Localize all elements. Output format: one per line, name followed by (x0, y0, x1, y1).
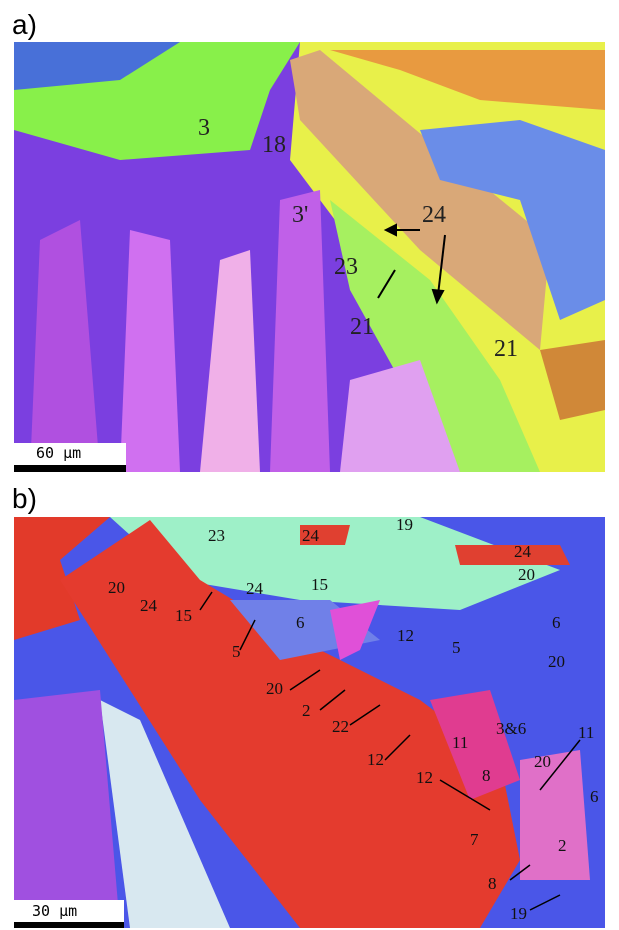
panel-label: b) (12, 483, 37, 514)
annotation: 8 (482, 766, 491, 785)
annotation: 21 (494, 336, 518, 362)
annotation: 3 (198, 115, 210, 141)
annotation: 6 (552, 613, 561, 632)
annotation: 20 (266, 679, 283, 698)
annotation: 20 (108, 578, 125, 597)
annotation: 11 (578, 723, 594, 742)
annotation: 6 (590, 787, 599, 806)
annotation: 6 (296, 613, 305, 632)
annotation: 20 (534, 752, 551, 771)
annotation: 20 (548, 652, 565, 671)
annotation: 11 (452, 733, 468, 752)
annotation: 24 (140, 596, 158, 615)
scale-bar (14, 465, 126, 472)
annotation: 12 (397, 626, 414, 645)
annotation: 12 (367, 750, 384, 769)
annotation: 19 (396, 515, 413, 534)
arrows-a (377, 223, 446, 305)
scale-bar (14, 922, 124, 928)
annotation: 15 (175, 606, 192, 625)
panel-label: a) (12, 9, 37, 40)
annotation: 18 (262, 132, 286, 158)
annotation: 8 (488, 874, 497, 893)
annotation: 15 (311, 575, 328, 594)
annotation: 7 (470, 830, 479, 849)
annotation: 23 (208, 526, 225, 545)
annotation: 24 (246, 579, 264, 598)
annotation: 5 (232, 642, 241, 661)
annotation: 19 (510, 904, 527, 923)
annotation: 21 (350, 314, 374, 340)
scale-bar-label: 30 μm (32, 902, 77, 920)
arrows-b (199, 591, 581, 911)
annotation: 24 (514, 542, 532, 561)
annotation: 2 (558, 836, 567, 855)
map-a (14, 42, 605, 472)
annotation: 22 (332, 717, 349, 736)
annotation: 23 (334, 254, 358, 280)
annotation: 24 (422, 202, 446, 228)
annotation: 2 (302, 701, 311, 720)
annotation: 5 (452, 638, 461, 657)
scale-bar-label: 60 μm (36, 444, 81, 462)
annotation: 3' (292, 202, 308, 228)
map-b (14, 517, 605, 928)
annotation: 24 (302, 526, 320, 545)
annotation: 3&6 (496, 719, 526, 738)
annotation: 12 (416, 768, 433, 787)
annotation: 20 (518, 565, 535, 584)
